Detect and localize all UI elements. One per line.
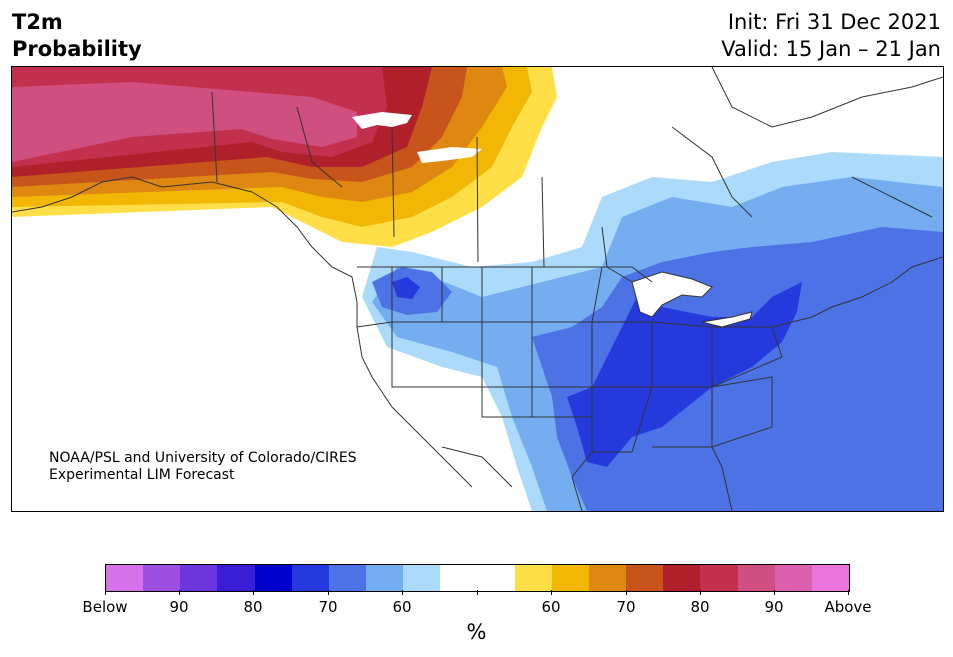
below-70-west-blob bbox=[392, 277, 420, 299]
title-line-2: Probability bbox=[12, 37, 142, 61]
colorbar-cell-above-70 bbox=[626, 565, 664, 591]
init-date: Init: Fri 31 Dec 2021 bbox=[727, 10, 941, 34]
colorbar-tick bbox=[253, 590, 254, 595]
colorbar-cell-above-65 bbox=[589, 565, 627, 591]
colorbar-ticks: Below 90 80 70 60 60 70 80 90 Above bbox=[82, 590, 872, 620]
colorbar-cell-below-70 bbox=[291, 565, 329, 591]
forecast-dates: Init: Fri 31 Dec 2021 Valid: 15 Jan – 21… bbox=[721, 9, 941, 63]
valid-range: Valid: 15 Jan – 21 Jan bbox=[721, 37, 941, 61]
lake-erie bbox=[701, 311, 753, 328]
colorbar-label-above-90: 90 bbox=[764, 598, 784, 616]
colorbar-label-above-70: 70 bbox=[616, 598, 636, 616]
colorbar-label-below-90: 90 bbox=[169, 598, 189, 616]
colorbar-label-below-60: 60 bbox=[392, 598, 412, 616]
map-title: T2m Probability bbox=[12, 9, 142, 63]
great-bear-lake bbox=[352, 112, 412, 129]
colorbar-tick bbox=[477, 590, 478, 595]
colorbar-cell-below-90 bbox=[143, 565, 181, 591]
colorbar-tick bbox=[700, 590, 701, 595]
above-85-region bbox=[12, 82, 357, 162]
colorbar-tick bbox=[328, 590, 329, 595]
colorbar-cell-above-75 bbox=[663, 565, 701, 591]
colorbar-label-above-60: 60 bbox=[541, 598, 561, 616]
credit-line-1: NOAA/PSL and University of Colorado/CIRE… bbox=[49, 450, 357, 466]
colorbar-tick bbox=[774, 590, 775, 595]
colorbar-label-below-80: 80 bbox=[243, 598, 263, 616]
colorbar-cell-below-80 bbox=[217, 565, 255, 591]
great-lakes bbox=[631, 271, 713, 318]
colorbar-cell-above-95 bbox=[811, 565, 850, 591]
colorbar-cell-below-65 bbox=[328, 565, 367, 591]
colorbar-cell-below-95 bbox=[106, 565, 144, 591]
colorbar-tick bbox=[626, 590, 627, 595]
colorbar-label-above: Above bbox=[824, 598, 872, 616]
colorbar-cell-above-90 bbox=[774, 565, 812, 591]
colorbar-cell-above-85 bbox=[737, 565, 775, 591]
colorbar-cell-above-55 bbox=[514, 565, 552, 591]
colorbar-cell-neutral bbox=[440, 565, 515, 591]
colorbar-tick bbox=[179, 590, 180, 595]
map-panel bbox=[11, 66, 944, 512]
colorbar-tick bbox=[105, 590, 106, 595]
colorbar-label-below-70: 70 bbox=[318, 598, 338, 616]
north-america-map bbox=[12, 67, 943, 511]
colorbar-cell-below-60 bbox=[366, 565, 404, 591]
colorbar-units: % bbox=[466, 620, 487, 644]
colorbar-cell-below-55 bbox=[403, 565, 441, 591]
colorbar-tick bbox=[551, 590, 552, 595]
colorbar-cell-below-75 bbox=[254, 565, 292, 591]
colorbar-label-below: Below bbox=[82, 598, 128, 616]
colorbar-cell-above-60 bbox=[551, 565, 590, 591]
boundary-lines bbox=[12, 67, 943, 511]
colorbar-tick bbox=[402, 590, 403, 595]
below-70-region bbox=[567, 282, 802, 467]
great-slave-lake bbox=[417, 147, 482, 163]
title-line-1: T2m bbox=[12, 10, 63, 34]
colorbar-label-above-80: 80 bbox=[690, 598, 710, 616]
probability-colorbar bbox=[105, 564, 850, 592]
colorbar-cell-above-80 bbox=[700, 565, 738, 591]
colorbar-tick bbox=[848, 590, 849, 595]
colorbar-cell-below-85 bbox=[180, 565, 218, 591]
credit-text: NOAA/PSL and University of Colorado/CIRE… bbox=[49, 450, 357, 484]
credit-line-2: Experimental LIM Forecast bbox=[49, 467, 235, 483]
